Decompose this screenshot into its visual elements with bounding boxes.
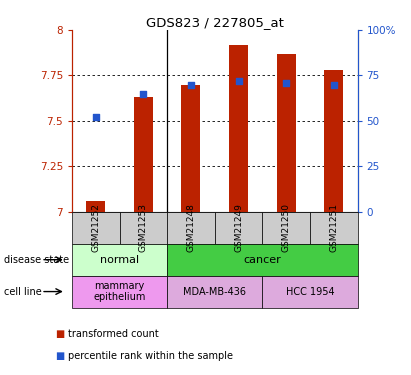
Text: GSM21252: GSM21252	[91, 203, 100, 252]
Point	[235, 78, 242, 84]
Text: GSM21250: GSM21250	[282, 203, 291, 252]
Bar	[229, 45, 248, 212]
Text: GSM21253: GSM21253	[139, 203, 148, 252]
Text: cell line: cell line	[4, 286, 42, 297]
Point	[330, 82, 337, 88]
Point	[92, 114, 99, 120]
Point	[283, 80, 289, 86]
Text: GSM21249: GSM21249	[234, 203, 243, 252]
Text: ■: ■	[55, 351, 65, 361]
Text: mammary
epithelium: mammary epithelium	[93, 281, 146, 302]
Bar	[277, 54, 296, 212]
Text: percentile rank within the sample: percentile rank within the sample	[68, 351, 233, 361]
Text: transformed count: transformed count	[68, 329, 159, 339]
Point	[188, 82, 194, 88]
Text: GSM21248: GSM21248	[187, 203, 196, 252]
Bar	[181, 85, 201, 212]
Text: ■: ■	[55, 329, 65, 339]
Bar	[134, 97, 153, 212]
Text: disease state: disease state	[4, 255, 69, 265]
Text: cancer: cancer	[243, 255, 281, 265]
Point	[140, 91, 147, 97]
Text: GSM21251: GSM21251	[329, 203, 338, 252]
Text: MDA-MB-436: MDA-MB-436	[183, 286, 246, 297]
Title: GDS823 / 227805_at: GDS823 / 227805_at	[146, 16, 284, 29]
Bar	[324, 70, 343, 212]
Bar	[86, 201, 105, 212]
Text: HCC 1954: HCC 1954	[286, 286, 334, 297]
Text: normal: normal	[100, 255, 139, 265]
